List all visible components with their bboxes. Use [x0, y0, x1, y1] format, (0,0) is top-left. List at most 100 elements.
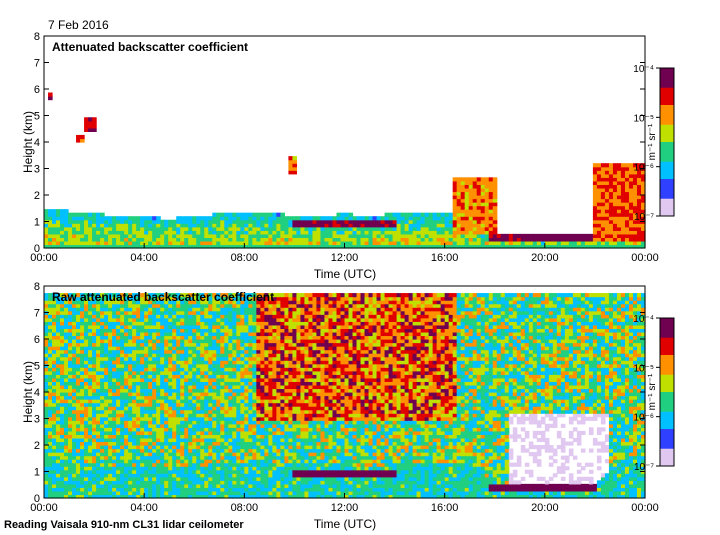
heatmap-cell [556, 237, 562, 242]
heatmap-cell [120, 459, 125, 464]
heatmap-cell [200, 445, 205, 450]
heatmap-cell [148, 237, 153, 242]
heatmap-cell [200, 321, 205, 326]
heatmap-cell [52, 384, 57, 390]
heatmap-cell [88, 324, 93, 329]
heatmap-cell [176, 487, 181, 492]
heatmap-cell [240, 445, 245, 450]
heatmap-cell [628, 180, 634, 185]
heatmap-cell [252, 480, 257, 485]
heatmap-cell [112, 437, 117, 443]
heatmap-cell [124, 328, 129, 333]
heatmap-cell [364, 230, 370, 235]
heatmap-cell [128, 466, 133, 471]
heatmap-cell [208, 331, 213, 337]
heatmap-cell [148, 342, 153, 347]
heatmap-cell [144, 406, 149, 411]
heatmap-cell [480, 237, 486, 242]
heatmap-cell [124, 466, 129, 471]
heatmap-cell [144, 233, 149, 238]
heatmap-cell [264, 377, 269, 382]
heatmap-cell [164, 381, 169, 386]
heatmap-cell [240, 452, 245, 457]
heatmap-cell [52, 212, 57, 217]
heatmap-cell [228, 448, 233, 453]
heatmap-cell [192, 476, 197, 481]
heatmap-cell [188, 423, 193, 428]
heatmap-cell [188, 342, 193, 347]
heatmap-cell [420, 244, 426, 249]
heatmap-cell [176, 328, 181, 333]
heatmap-cell [124, 324, 129, 329]
heatmap-cell [252, 356, 257, 361]
heatmap-cell [228, 219, 233, 224]
heatmap-cell [108, 296, 113, 301]
heatmap-cell [216, 310, 221, 315]
heatmap-cell [492, 184, 498, 189]
heatmap-cell [172, 469, 177, 474]
heatmap-cell [188, 324, 193, 329]
heatmap-cell [612, 205, 618, 210]
heatmap-cell [84, 356, 89, 361]
heatmap-cell [216, 374, 221, 379]
heatmap-cell [72, 374, 77, 379]
heatmap-cell [104, 423, 109, 428]
heatmap-cell [392, 223, 398, 228]
heatmap-cell [404, 216, 410, 221]
heatmap-cell [92, 416, 97, 421]
heatmap-cell [248, 321, 253, 326]
heatmap-cell [80, 363, 85, 368]
heatmap-cell [80, 335, 85, 340]
heatmap-cell [104, 406, 109, 411]
heatmap-cell [384, 230, 390, 235]
heatmap-cell [372, 230, 378, 235]
heatmap-cell [172, 413, 177, 418]
heatmap-cell [80, 212, 85, 217]
heatmap-cell [244, 300, 249, 305]
heatmap-cell [616, 226, 622, 231]
heatmap-cell [192, 346, 197, 351]
heatmap-cell [248, 423, 253, 428]
heatmap-cell [120, 409, 125, 414]
heatmap-cell [196, 356, 201, 361]
heatmap-cell [196, 459, 201, 464]
heatmap-cell [132, 406, 137, 411]
heatmap-cell [116, 237, 121, 242]
heatmap-cell [480, 244, 486, 249]
heatmap-cell [136, 233, 141, 238]
heatmap-cell [60, 339, 65, 344]
heatmap-cell [136, 388, 141, 393]
heatmap-cell [120, 448, 125, 453]
heatmap-cell [604, 219, 610, 224]
heatmap-cell [600, 187, 606, 193]
heatmap-cell [212, 300, 217, 305]
heatmap-cell [552, 237, 558, 242]
heatmap-cell [616, 240, 622, 246]
heatmap-cell [144, 494, 149, 499]
heatmap-cell [344, 230, 350, 235]
heatmap-cell [232, 473, 237, 478]
heatmap-cell [416, 230, 422, 235]
heatmap-cell [140, 377, 145, 382]
heatmap-cell [84, 370, 89, 375]
heatmap-cell [84, 360, 89, 365]
heatmap-cell [228, 423, 233, 428]
heatmap-cell [220, 466, 225, 471]
heatmap-cell [152, 423, 157, 428]
heatmap-cell [68, 434, 73, 439]
heatmap-cell [48, 293, 53, 298]
heatmap-cell [96, 240, 101, 246]
heatmap-cell [52, 346, 57, 351]
heatmap-cell [208, 409, 213, 414]
heatmap-cell [152, 335, 157, 340]
heatmap-cell [72, 349, 77, 354]
heatmap-cell [120, 328, 125, 333]
heatmap-cell [176, 416, 181, 421]
heatmap-cell [604, 191, 610, 196]
heatmap-cell [112, 381, 117, 386]
heatmap-cell [128, 494, 133, 499]
heatmap-cell [140, 462, 145, 467]
heatmap-cell [184, 342, 189, 347]
heatmap-cell [312, 216, 318, 221]
heatmap-cell [96, 317, 101, 322]
